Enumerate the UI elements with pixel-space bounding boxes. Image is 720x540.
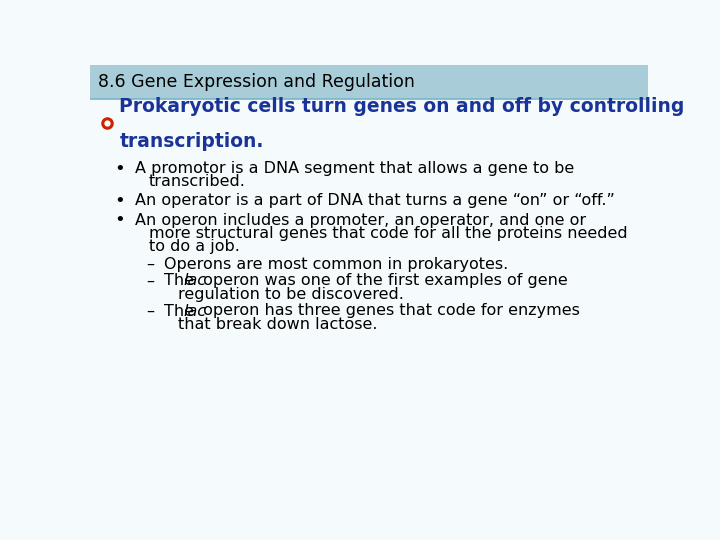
Text: more structural genes that code for all the proteins needed: more structural genes that code for all … [149, 226, 628, 241]
Text: –: – [146, 273, 155, 288]
Text: –: – [146, 256, 155, 272]
Text: 8.6 Gene Expression and Regulation: 8.6 Gene Expression and Regulation [98, 73, 415, 91]
Text: Operons are most common in prokaryotes.: Operons are most common in prokaryotes. [163, 256, 508, 272]
Text: –: – [146, 303, 155, 319]
Text: regulation to be discovered.: regulation to be discovered. [178, 287, 403, 301]
Text: lac: lac [184, 273, 207, 288]
Text: •: • [114, 211, 125, 229]
Text: •: • [114, 192, 125, 210]
Text: operon has three genes that code for enzymes: operon has three genes that code for enz… [198, 303, 580, 319]
Text: The: The [163, 273, 199, 288]
Text: transcription.: transcription. [120, 132, 264, 151]
Text: An operator is a part of DNA that turns a gene “on” or “off.”: An operator is a part of DNA that turns … [135, 193, 615, 208]
Text: that break down lactose.: that break down lactose. [178, 316, 377, 332]
Text: The: The [163, 303, 199, 319]
Text: An operon includes a promoter, an operator, and one or: An operon includes a promoter, an operat… [135, 213, 586, 228]
Bar [90, 65, 648, 99]
Text: lac: lac [184, 303, 207, 319]
Text: Prokaryotic cells turn genes on and off by controlling: Prokaryotic cells turn genes on and off … [120, 97, 685, 117]
Text: transcribed.: transcribed. [149, 174, 246, 189]
Text: •: • [114, 159, 125, 178]
Text: operon was one of the first examples of gene: operon was one of the first examples of … [198, 273, 567, 288]
Text: A promotor is a DNA segment that allows a gene to be: A promotor is a DNA segment that allows … [135, 161, 575, 176]
Text: to do a job.: to do a job. [149, 239, 240, 254]
